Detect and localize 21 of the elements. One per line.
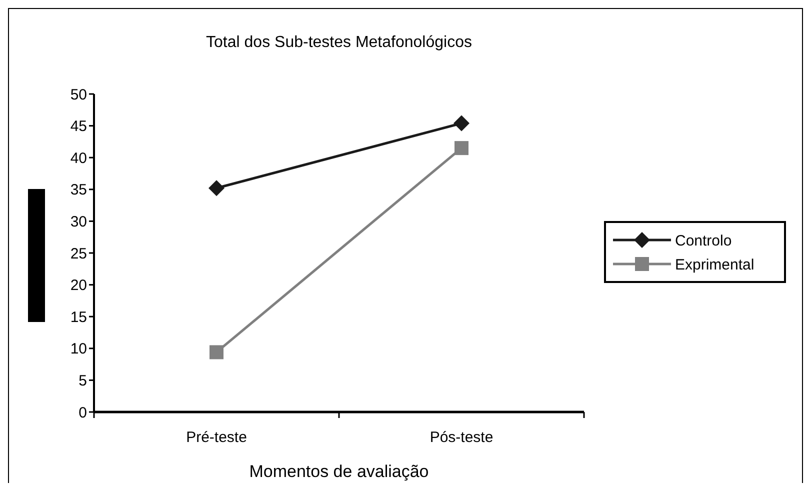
chart-title: Total dos Sub-testes Metafonológicos bbox=[206, 34, 472, 51]
y-tick-label: 0 bbox=[78, 404, 87, 422]
y-tick-label: 25 bbox=[70, 245, 87, 262]
y-tick-label: 15 bbox=[70, 308, 87, 326]
y-tick-label: 20 bbox=[70, 277, 87, 294]
y-tick-label: 45 bbox=[70, 118, 87, 136]
y-tick-label: 30 bbox=[70, 213, 87, 230]
legend-label: Controlo bbox=[675, 232, 732, 250]
x-tick-label: Pós-teste bbox=[430, 429, 494, 446]
x-tick-label: Pré-teste bbox=[186, 429, 247, 446]
y-tick-label: 5 bbox=[78, 372, 87, 390]
point bbox=[454, 141, 468, 156]
point bbox=[208, 180, 224, 196]
y-tick-label: 40 bbox=[70, 150, 87, 167]
point bbox=[210, 345, 224, 360]
y-tick-label: 50 bbox=[70, 86, 87, 104]
x-axis-title: Momentos de avaliação bbox=[249, 462, 429, 481]
y-tick-label: 35 bbox=[70, 182, 87, 199]
point bbox=[454, 115, 470, 132]
y-tick-label: 10 bbox=[70, 340, 87, 358]
legend-label: Exprimental bbox=[675, 256, 754, 274]
